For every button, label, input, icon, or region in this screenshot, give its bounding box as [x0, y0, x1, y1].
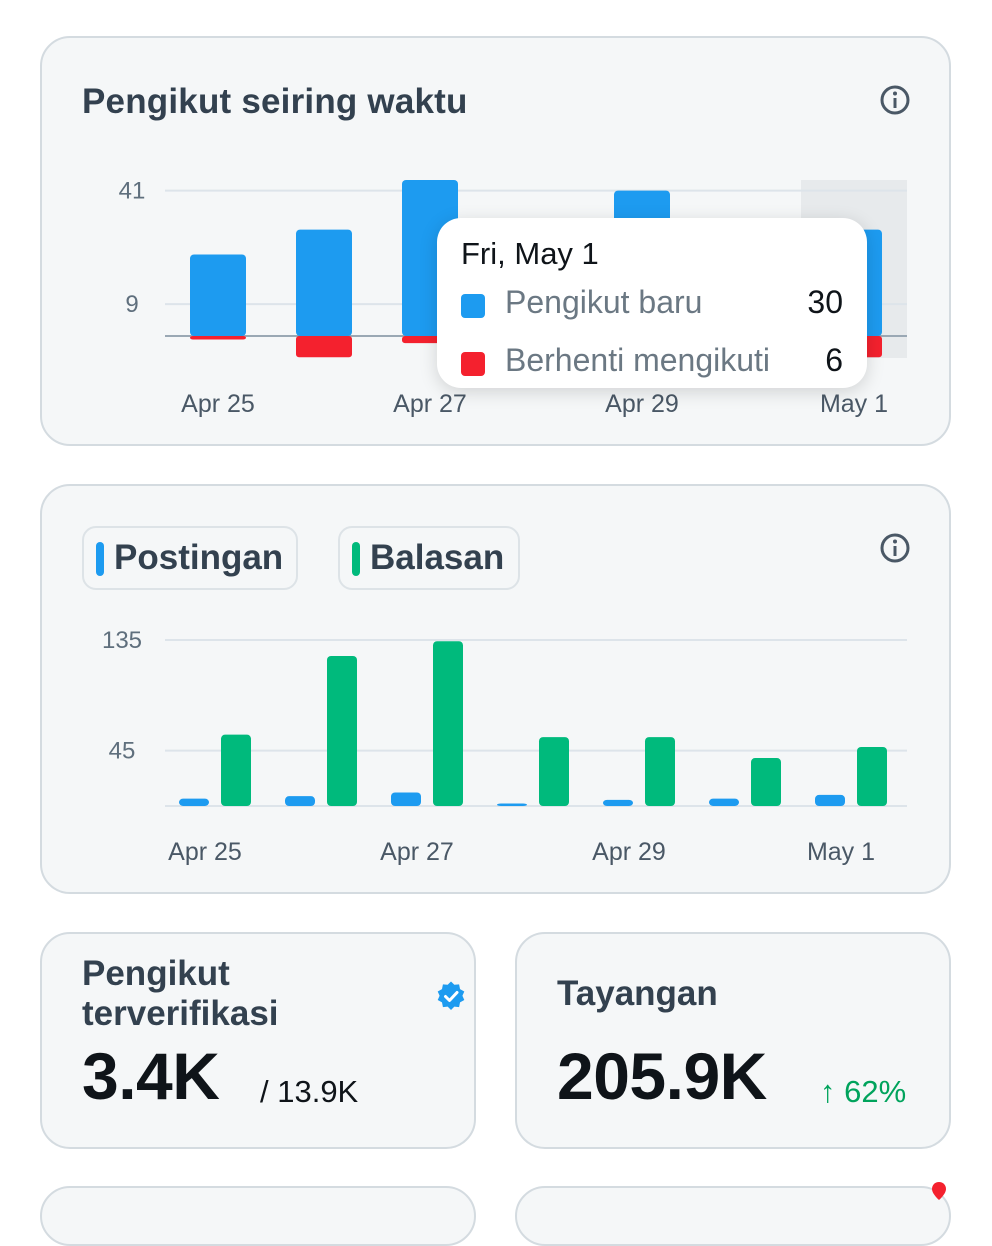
y-tick-label: 135 [102, 627, 142, 654]
chart-tooltip: Fri, May 1 Pengikut baru 30 Berhenti men… [437, 218, 867, 388]
legend-label: Balasan [370, 538, 505, 577]
bar-posts [179, 798, 209, 806]
views-value: 205.9K [557, 1039, 767, 1113]
bar-replies [645, 737, 675, 806]
bar-posts [709, 798, 739, 806]
x-tick-label: May 1 [820, 390, 888, 418]
verified-followers-card[interactable]: Pengikut terverifikasi 3.4K / 13.9K [40, 932, 476, 1149]
notification-dot-icon [932, 1182, 946, 1200]
tooltip-value: 30 [807, 284, 843, 320]
tooltip-value: 6 [825, 342, 843, 378]
views-card-title: Tayangan [557, 974, 718, 1013]
x-tick-label: May 1 [807, 838, 875, 866]
bar-new-followers [296, 229, 352, 336]
legend-color-bar [352, 542, 360, 576]
tooltip-swatch-blue [461, 294, 485, 318]
bar-replies [751, 758, 781, 806]
bar-replies [857, 746, 887, 806]
posts-chart-card: Postingan Balasan 135 45 Apr 25 Apr 27 Apr 2… [40, 484, 951, 894]
bar-posts [285, 796, 315, 806]
bar-replies [433, 641, 463, 806]
legend-label: Postingan [114, 538, 284, 577]
x-tick-label: Apr 25 [168, 838, 242, 866]
verified-followers-value: 3.4K [82, 1039, 220, 1113]
legend-posts[interactable]: Postingan [82, 526, 298, 590]
x-tick-label: Apr 29 [592, 838, 666, 866]
legend-color-bar [96, 542, 104, 576]
bar-replies [327, 655, 357, 806]
x-tick-label: Apr 27 [380, 838, 454, 866]
tooltip-swatch-red [461, 352, 485, 376]
followers-card-title: Pengikut seiring waktu [82, 82, 468, 121]
bar-replies [539, 737, 569, 806]
posts-chart[interactable]: 135 45 Apr 25 Apr 27 Apr 29 May 1 [42, 486, 953, 896]
legend-replies[interactable]: Balasan [338, 526, 520, 590]
tooltip-row-new-followers: Pengikut baru 30 [461, 280, 843, 330]
tooltip-date: Fri, May 1 [461, 236, 599, 271]
x-tick-label: Apr 29 [605, 390, 679, 418]
stat-card-partial[interactable] [515, 1186, 951, 1246]
views-change-percent: ↑ 62% [820, 1074, 907, 1109]
y-tick-label: 45 [109, 738, 136, 765]
bar-new-followers [190, 254, 246, 336]
verified-card-title: Pengikut terverifikasi [82, 954, 279, 1033]
bar-replies [221, 734, 251, 806]
bar-posts [815, 794, 845, 806]
followers-chart-card: Pengikut seiring waktu 41 9 Apr 25 Apr 27 Ap… [40, 36, 951, 446]
bar-posts [391, 792, 421, 806]
y-tick-label: 41 [119, 178, 146, 205]
x-tick-label: Apr 27 [393, 390, 467, 418]
views-card[interactable]: Tayangan 205.9K ↑ 62% [515, 932, 951, 1149]
bar-posts [603, 799, 633, 806]
verified-badge-icon [437, 981, 465, 1010]
bar-posts [497, 803, 527, 806]
tooltip-label: Berhenti mengikuti [505, 342, 771, 378]
total-followers-value: / 13.9K [260, 1074, 359, 1109]
tooltip-label: Pengikut baru [505, 284, 703, 320]
bar-unfollows [296, 336, 352, 358]
x-tick-label: Apr 25 [181, 390, 255, 418]
stat-card-partial[interactable] [40, 1186, 476, 1246]
y-tick-label: 9 [125, 291, 138, 318]
tooltip-row-unfollows: Berhenti mengikuti 6 [461, 338, 843, 388]
bar-unfollows [190, 336, 246, 340]
info-icon[interactable] [879, 532, 911, 564]
info-icon[interactable] [879, 84, 911, 116]
